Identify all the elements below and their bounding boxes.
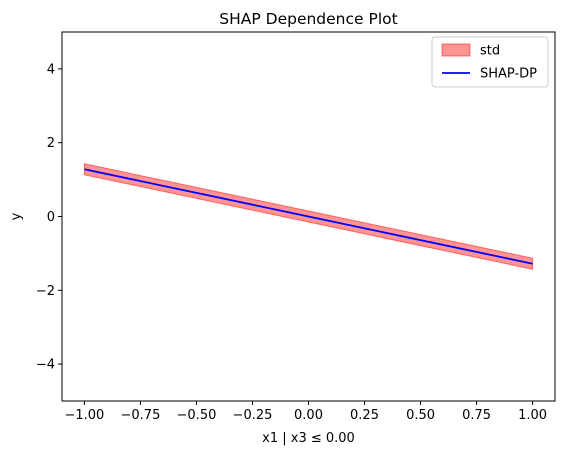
y-tick-label: 4 (47, 62, 55, 77)
chart-title: SHAP Dependence Plot (219, 10, 397, 28)
x-tick-label: 0.50 (406, 408, 435, 423)
y-tick-label: −4 (36, 358, 55, 373)
plot-area (83, 163, 534, 270)
x-tick-label: 0.25 (350, 408, 379, 423)
legend-entry-label: std (480, 44, 500, 59)
legend-entry-label: SHAP-DP (480, 67, 537, 82)
x-tick-label: 0.00 (294, 408, 323, 423)
y-tick-label: 0 (47, 210, 55, 225)
x-axis: −1.00 −0.75 −0.50 −0.25 0.00 0.25 0.50 0.75 1.00 (64, 401, 547, 423)
x-tick-label: 1.00 (518, 408, 547, 423)
y-axis-label: y (9, 212, 24, 220)
x-tick-label: −1.00 (64, 408, 104, 423)
legend-std-swatch (441, 43, 471, 57)
y-tick-label: −2 (36, 284, 55, 299)
x-tick-label: −0.50 (177, 408, 217, 423)
x-tick-label: 0.75 (462, 408, 491, 423)
legend: std SHAP-DP (431, 36, 549, 88)
x-tick-label: −0.25 (233, 408, 273, 423)
x-tick-label: −0.75 (121, 408, 161, 423)
legend-box (431, 36, 549, 88)
y-tick-label: 2 (47, 136, 55, 151)
y-axis: −4 −2 0 2 4 (36, 62, 62, 373)
shap-dp-line (84, 168, 533, 265)
x-axis-label: x1 | x3 ≤ 0.00 (262, 431, 355, 446)
